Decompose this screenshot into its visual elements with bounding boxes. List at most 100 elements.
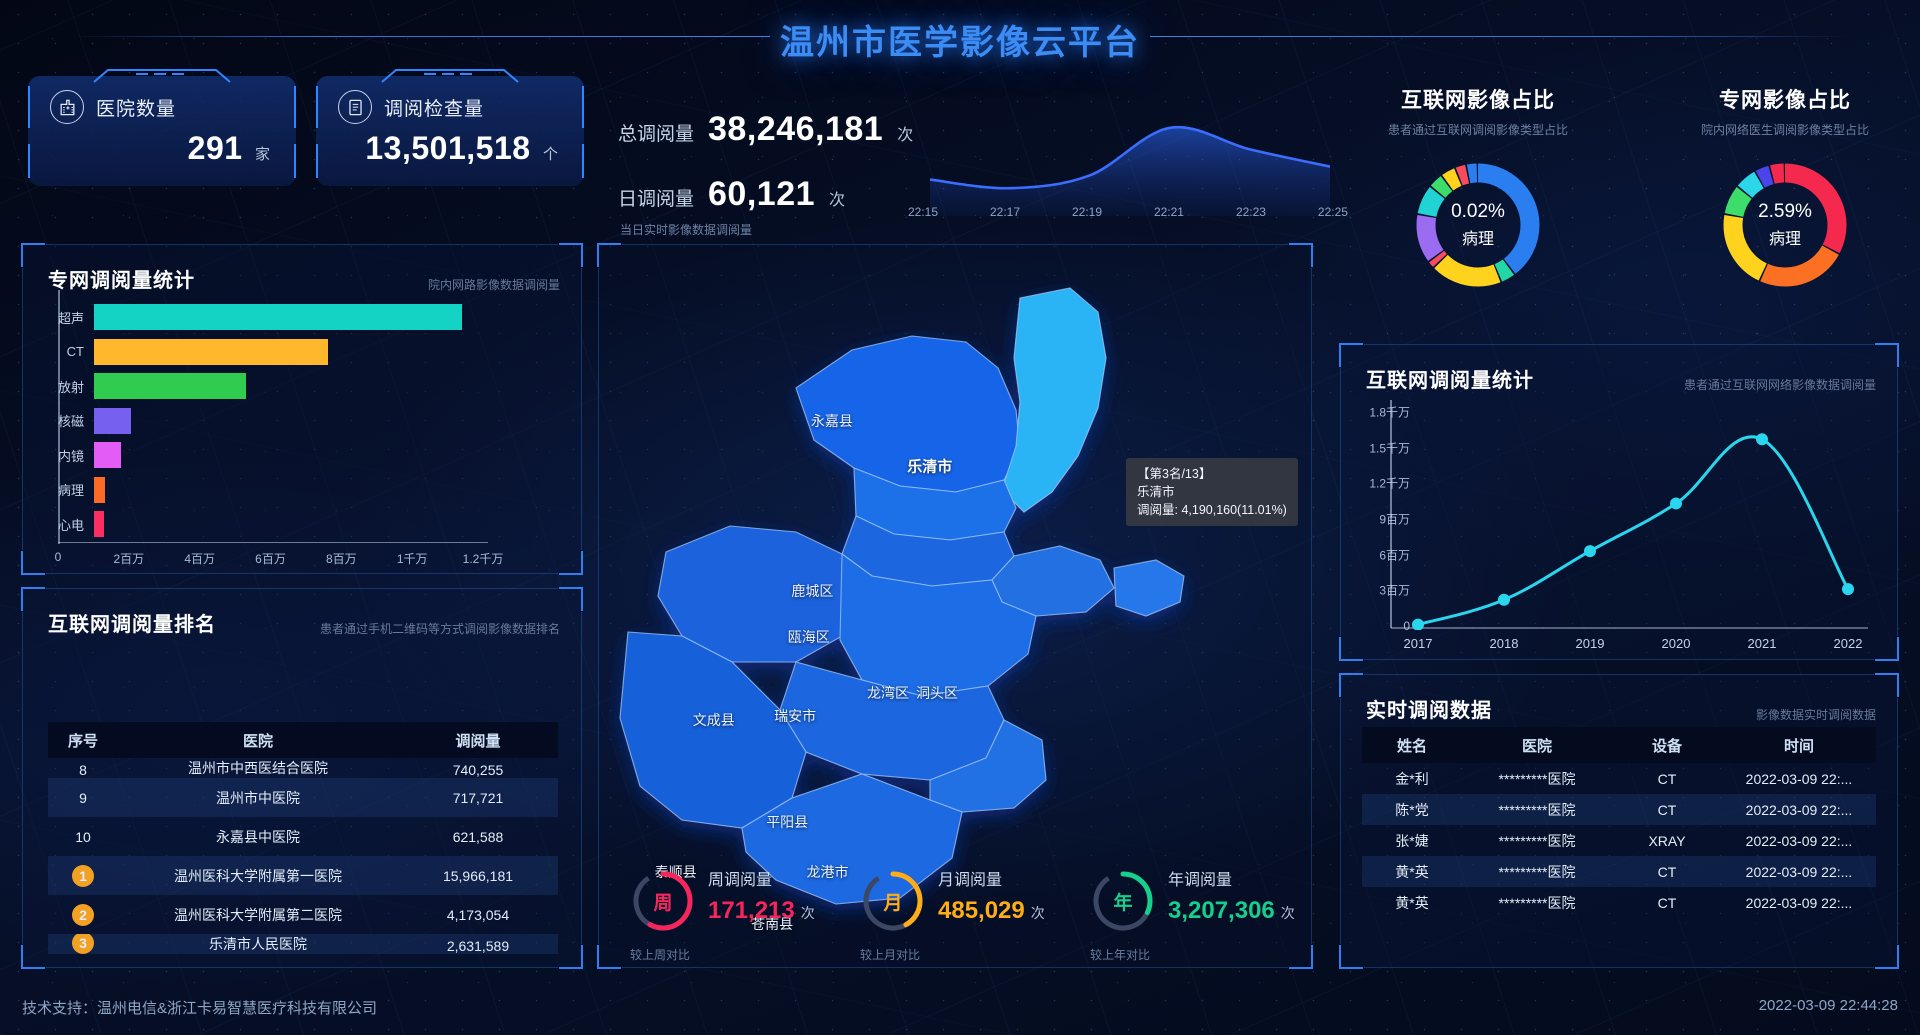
- bar-x-tick: 1千万: [396, 552, 428, 566]
- bar-chart-row[interactable]: 超声: [46, 304, 519, 330]
- bar-chart-row[interactable]: CT: [46, 338, 519, 365]
- bar-chart-row[interactable]: 心电: [46, 511, 519, 537]
- rank-cell: 9: [79, 789, 87, 806]
- line-chart-marker[interactable]: [1842, 583, 1854, 596]
- total-views-label: 总调阅量: [618, 124, 695, 145]
- bar-fill[interactable]: [94, 511, 105, 537]
- map-region-label[interactable]: 永嘉县: [810, 412, 853, 429]
- donut-private-share[interactable]: 专网影像占比 院内网络医生调阅影像类型占比 2.59% 病理: [1655, 84, 1915, 290]
- bar-chart-row[interactable]: 内镜: [46, 442, 519, 468]
- table-row[interactable]: 9 温州市中医院 717,721: [48, 778, 558, 817]
- device-cell: CT: [1657, 863, 1677, 880]
- line-chart-marker[interactable]: [1498, 593, 1510, 606]
- line-y-tick: 0: [1403, 619, 1410, 633]
- bar-fill[interactable]: [94, 373, 247, 399]
- donut-svg: [1723, 163, 1847, 287]
- gauge-text: 年调阅量 3,207,306 次: [1168, 866, 1295, 925]
- line-chart-marker[interactable]: [1756, 433, 1768, 446]
- rank-badge: 3: [72, 934, 94, 954]
- bar-chart-row[interactable]: 放射: [46, 373, 519, 399]
- bar-category-label: 病理: [57, 483, 84, 498]
- panel-corner: [1875, 945, 1899, 969]
- bar-fill[interactable]: [94, 407, 132, 434]
- donut-chart[interactable]: 0.02% 病理: [1413, 160, 1543, 290]
- ranking-table[interactable]: 序号 医院 调阅量 8 温州市中西医结合医院 740,255 9 温州市中医院 717,721 1…: [48, 722, 558, 954]
- map-region-label[interactable]: 乐清市: [907, 458, 953, 476]
- table-row[interactable]: 张*婕 *********医院 XRAY 2022-03-09 22:...: [1362, 825, 1876, 856]
- gauge-compare-label: 较上月对比: [860, 948, 921, 962]
- sparkline-time-axis: 22:15 22:17 22:19 22:21 22:23 22:25: [908, 205, 1348, 219]
- daily-views-label: 日调阅量: [618, 189, 695, 210]
- line-y-tick: 6百万: [1379, 548, 1410, 563]
- donut-internet-share[interactable]: 互联网影像占比 患者通过互联网调阅影像类型占比 0.02% 病理: [1348, 84, 1608, 290]
- donut-chart[interactable]: 2.59% 病理: [1720, 160, 1850, 290]
- donut-slice[interactable]: [1723, 163, 1847, 287]
- bar-x-tick: 1.2千万: [462, 552, 504, 566]
- patient-name-cell: 黄*英: [1395, 863, 1429, 880]
- bar-fill[interactable]: [94, 442, 121, 468]
- gauge-week[interactable]: 周 周调阅量 171,213 次较上周对比: [630, 860, 860, 970]
- bar-x-tick: 4百万: [184, 552, 215, 566]
- hospital-cell: *********医院: [1498, 863, 1576, 880]
- line-x-tick: 2019: [1575, 636, 1605, 651]
- bar-fill[interactable]: [94, 338, 328, 365]
- gauge-unit: 次: [1030, 905, 1045, 921]
- map-region-label[interactable]: 文成县: [692, 711, 735, 728]
- table-row[interactable]: 1 温州医科大学附属第一医院 15,966,181: [48, 856, 558, 895]
- tooltip-value: 调阅量: 4,190,160(11.01%): [1137, 503, 1287, 518]
- gauge-year[interactable]: 年 年调阅量 3,207,306 次较上年对比: [1090, 860, 1320, 970]
- gauge-compare-label: 较上年对比: [1090, 948, 1151, 962]
- gauge-svg: [633, 871, 693, 931]
- device-cell: CT: [1657, 770, 1677, 787]
- line-y-tick: 1.8千万: [1369, 405, 1410, 420]
- map-region-label[interactable]: 苍南县: [751, 915, 794, 932]
- bar-chart-row[interactable]: 病理: [46, 476, 519, 503]
- donut-percent: 0.02%: [1451, 201, 1505, 222]
- table-row[interactable]: 陈*党 *********医院 CT 2022-03-09 22:...: [1362, 794, 1876, 825]
- map-region-label[interactable]: 洞头区: [915, 684, 958, 701]
- bar-chart-row[interactable]: 核磁: [46, 407, 519, 434]
- view-count-cell: 2,631,589: [446, 938, 510, 954]
- table-row[interactable]: 2 温州医科大学附属第二医院 4,173,054: [48, 895, 558, 934]
- realtime-table[interactable]: 姓名 医院 设备 时间 金*利 *********医院 CT 2022-03-09 22:..…: [1362, 727, 1876, 918]
- line-chart-marker[interactable]: [1670, 497, 1682, 510]
- hospital-cell: 永嘉县中医院: [216, 828, 300, 845]
- panel-title: 专网调阅量统计: [48, 270, 195, 292]
- map-region-label[interactable]: 龙港市: [806, 864, 849, 881]
- table-row[interactable]: 8 温州市中西医结合医院 740,255: [48, 758, 558, 778]
- kpi-card-exam-views[interactable]: 调阅检查量 13,501,518 个: [316, 69, 584, 186]
- map-region-label[interactable]: 龙湾区: [867, 684, 909, 701]
- panel-title: 实时调阅数据: [1366, 700, 1492, 722]
- line-chart-marker[interactable]: [1412, 618, 1424, 631]
- spark-tick: 22:21: [1153, 205, 1184, 219]
- table-row[interactable]: 黄*英 *********医院 CT 2022-03-09 22:...: [1362, 887, 1876, 918]
- card-notch: [92, 69, 232, 83]
- table-row[interactable]: 3 乐清市人民医院 2,631,589: [48, 934, 558, 954]
- table-row[interactable]: 金*利 *********医院 CT 2022-03-09 22:...: [1362, 763, 1876, 794]
- donut-slice[interactable]: [1416, 163, 1540, 287]
- line-chart-marker[interactable]: [1584, 545, 1596, 558]
- top-summary-stats: 总调阅量 38,246,181 次 日调阅量 60,121 次 当日实时影像数据…: [618, 110, 968, 238]
- kpi-card-hospital-count[interactable]: 医院数量 291 家: [28, 69, 296, 186]
- donut-slice[interactable]: [1723, 163, 1847, 287]
- panel-corner: [559, 243, 583, 267]
- map-region-label[interactable]: 平阳县: [766, 813, 809, 830]
- bar-track: [94, 373, 519, 399]
- table-row[interactable]: 黄*英 *********医院 CT 2022-03-09 22:...: [1362, 856, 1876, 887]
- spark-tick: 22:17: [989, 205, 1021, 219]
- bar-fill[interactable]: [94, 304, 463, 330]
- panel-title: 互联网调阅量统计: [1366, 370, 1534, 392]
- table-row[interactable]: 10 永嘉县中医院 621,588: [48, 817, 558, 856]
- donut-svg: [1416, 163, 1540, 287]
- map-region-label[interactable]: 瑞安市: [774, 708, 817, 724]
- donut-slice[interactable]: [1723, 163, 1847, 287]
- dashboard-footer: 技术支持：温州电信&浙江卡易智慧医疗科技有限公司 2022-03-09 22:4…: [0, 979, 1920, 1035]
- bar-fill[interactable]: [94, 476, 105, 503]
- gauge-month[interactable]: 月 月调阅量 485,029 次较上月对比: [860, 860, 1090, 970]
- donut-slice[interactable]: [1416, 163, 1540, 287]
- daily-views-row: 日调阅量 60,121 次: [618, 175, 968, 214]
- donut-slice[interactable]: [1416, 163, 1540, 287]
- wenzhou-choropleth-map[interactable]: [600, 240, 1320, 960]
- map-region-label[interactable]: 瓯海区: [787, 629, 830, 646]
- map-region-label[interactable]: 鹿城区: [791, 582, 834, 599]
